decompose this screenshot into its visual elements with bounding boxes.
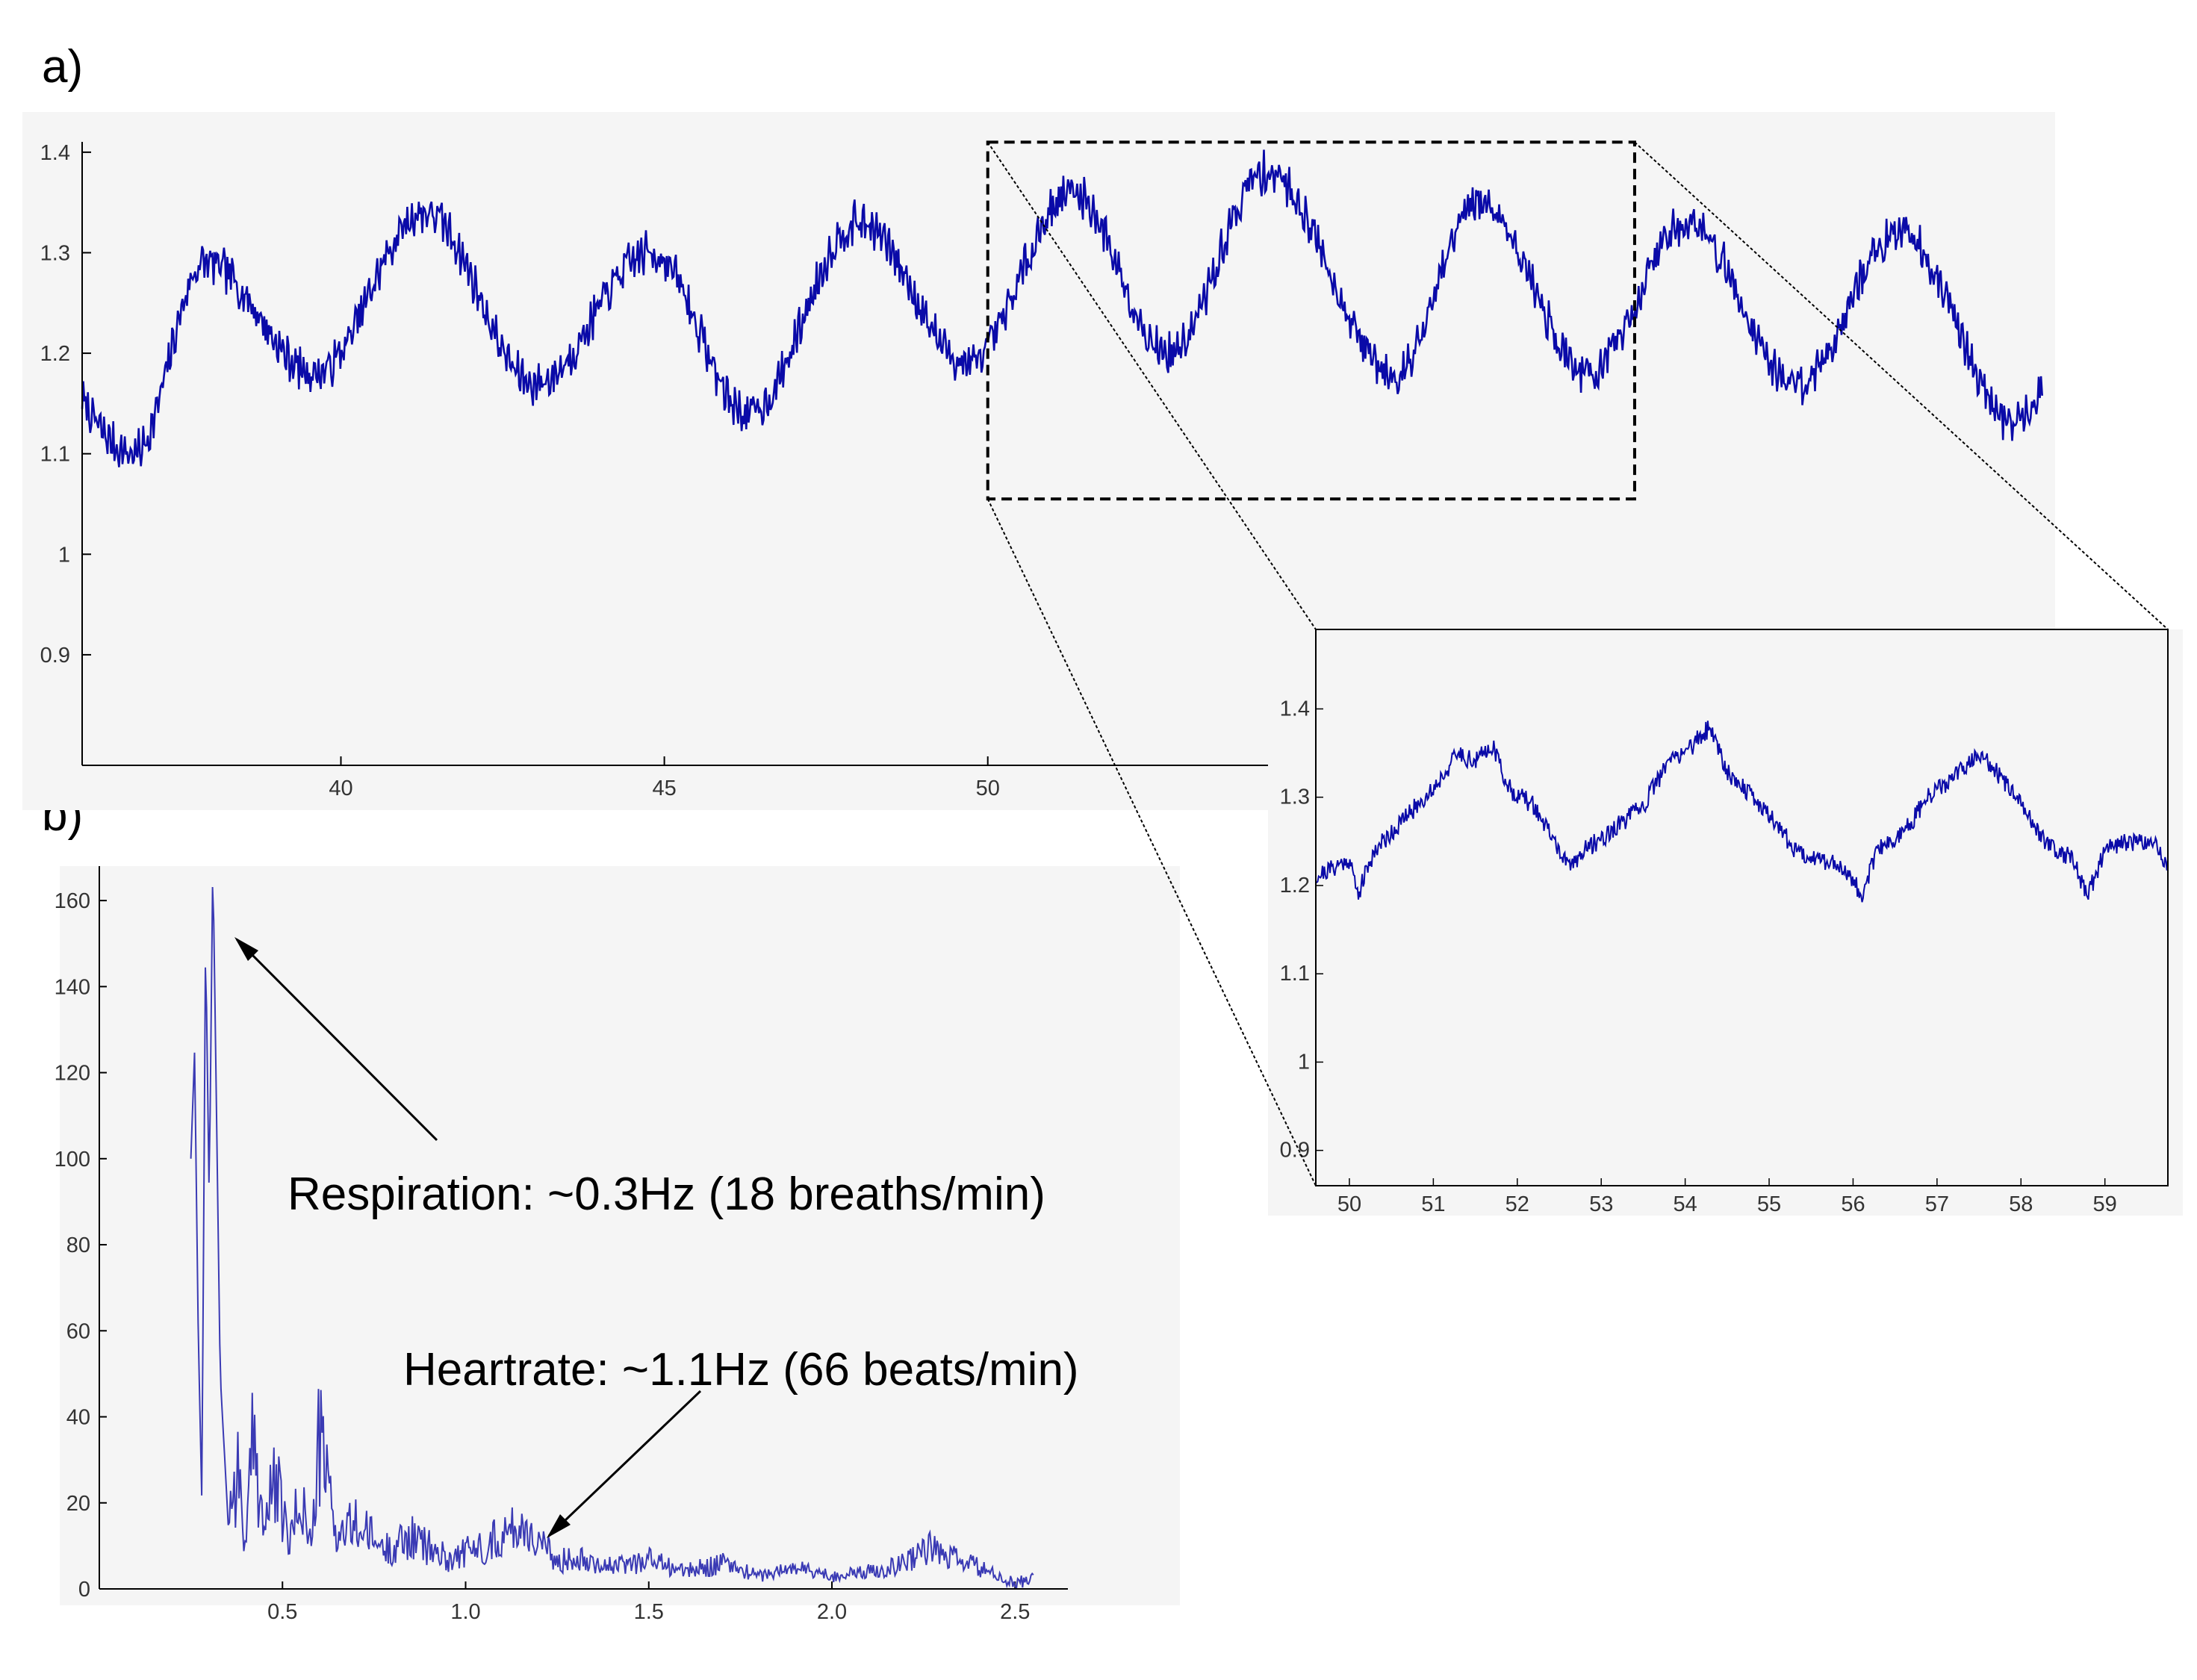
zoom-connector-line	[986, 498, 1317, 1186]
zoom-ytick-label: 1	[1298, 1050, 1310, 1074]
chart-zoom-axes	[1315, 629, 2169, 1186]
a-xtick-label: 40	[329, 777, 352, 800]
b-ytick-label: 100	[55, 1148, 90, 1172]
respiration-arrow	[235, 938, 438, 1142]
zoom-ytick-label: 1.1	[1280, 962, 1310, 986]
chart-zoom-series	[1315, 721, 2169, 903]
chart-a-axes	[81, 142, 1270, 766]
zoom-connectors	[986, 141, 2169, 1186]
zoom-xtick-label: 58	[2009, 1192, 2033, 1216]
respiration-annotation: Respiration: ~0.3Hz (18 breaths/min)	[288, 1169, 1045, 1220]
zoom-ytick-label: 1.2	[1280, 874, 1310, 897]
panel-a-label: a)	[42, 41, 83, 93]
zoom-xtick-label: 52	[1505, 1192, 1529, 1216]
a-series-line	[81, 149, 2043, 467]
b-ytick-label: 40	[66, 1406, 90, 1430]
zoom-box	[986, 140, 1636, 501]
zoom-xtick-label: 55	[1757, 1192, 1781, 1216]
b-ytick-label: 20	[66, 1492, 90, 1516]
a-ytick-label: 1	[58, 543, 70, 567]
b-ytick-label: 60	[66, 1319, 90, 1343]
heartrate-arrow	[547, 1390, 702, 1537]
b-ytick-label: 140	[55, 975, 90, 999]
b-xtick-label: 2.0	[817, 1600, 847, 1624]
chart-b-axes	[99, 866, 1068, 1590]
b-ytick-label: 160	[55, 889, 90, 913]
b-xtick-label: 1.0	[450, 1600, 480, 1624]
zoom-xtick-label: 57	[1925, 1192, 1949, 1216]
heartrate-annotation: Heartrate: ~1.1Hz (66 beats/min)	[403, 1344, 1079, 1396]
zoom-ytick-label: 1.3	[1280, 785, 1310, 809]
chart-b: 0 20 40 60 80 100 120 140 160 0.5 1.0 1.5 2.0 2.5	[55, 866, 1180, 1624]
heartrate-arrowhead	[547, 1514, 571, 1538]
zoom-connector-line	[986, 141, 1317, 630]
zoom-xtick-label: 51	[1421, 1192, 1445, 1216]
zoom-xtick-label: 50	[1337, 1192, 1361, 1216]
respiration-arrowhead	[234, 937, 258, 961]
zoom-ytick-label: 1.4	[1280, 697, 1310, 721]
b-xtick-label: 1.5	[634, 1600, 664, 1624]
zoom-xtick-label: 56	[1841, 1192, 1865, 1216]
annotations: Respiration: ~0.3Hz (18 breaths/min) Hea…	[234, 937, 1079, 1538]
a-ytick-label: 1.1	[40, 443, 70, 467]
b-ytick-label: 120	[55, 1062, 90, 1086]
zoom-axes-box	[1315, 629, 2169, 1186]
a-ytick-label: 1.2	[40, 342, 70, 366]
zoom-xtick-label: 59	[2093, 1192, 2117, 1216]
a-ytick-label: 1.3	[40, 241, 70, 265]
zoom-connector-line	[1634, 141, 2169, 630]
b-xtick-label: 2.5	[1000, 1600, 1030, 1624]
a-xtick-label: 45	[652, 777, 676, 800]
chart-zoom-background	[1268, 629, 2183, 1216]
chart-zoom-ticks: 0.911.11.21.31.450 51 52 53 54 55 56 57 58 59	[1280, 697, 2117, 1216]
zoom-xtick-label: 53	[1589, 1192, 1613, 1216]
b-ytick-label: 0	[78, 1578, 90, 1602]
chart-b-background	[60, 866, 1180, 1605]
a-ytick-label: 1.4	[40, 141, 70, 165]
b-xtick-label: 0.5	[267, 1600, 297, 1624]
zoom-xtick-label: 54	[1673, 1192, 1697, 1216]
b-series-line	[190, 886, 1034, 1590]
chart-zoom: 0.911.11.21.31.450 51 52 53 54 55 56 57 58 59	[1268, 629, 2183, 1216]
chart-a-series	[81, 149, 2043, 467]
zoom-indicator	[986, 140, 1636, 501]
a-xtick-label: 50	[976, 777, 1000, 800]
chart-b-series	[190, 886, 1034, 1590]
a-ytick-label: 0.9	[40, 644, 70, 668]
zoom-series-line	[1315, 721, 2169, 903]
b-ytick-label: 80	[66, 1233, 90, 1257]
chart-b-ticks: 0 20 40 60 80 100 120 140 160 0.5 1.0 1.5 2.0 2.5	[55, 889, 1031, 1624]
